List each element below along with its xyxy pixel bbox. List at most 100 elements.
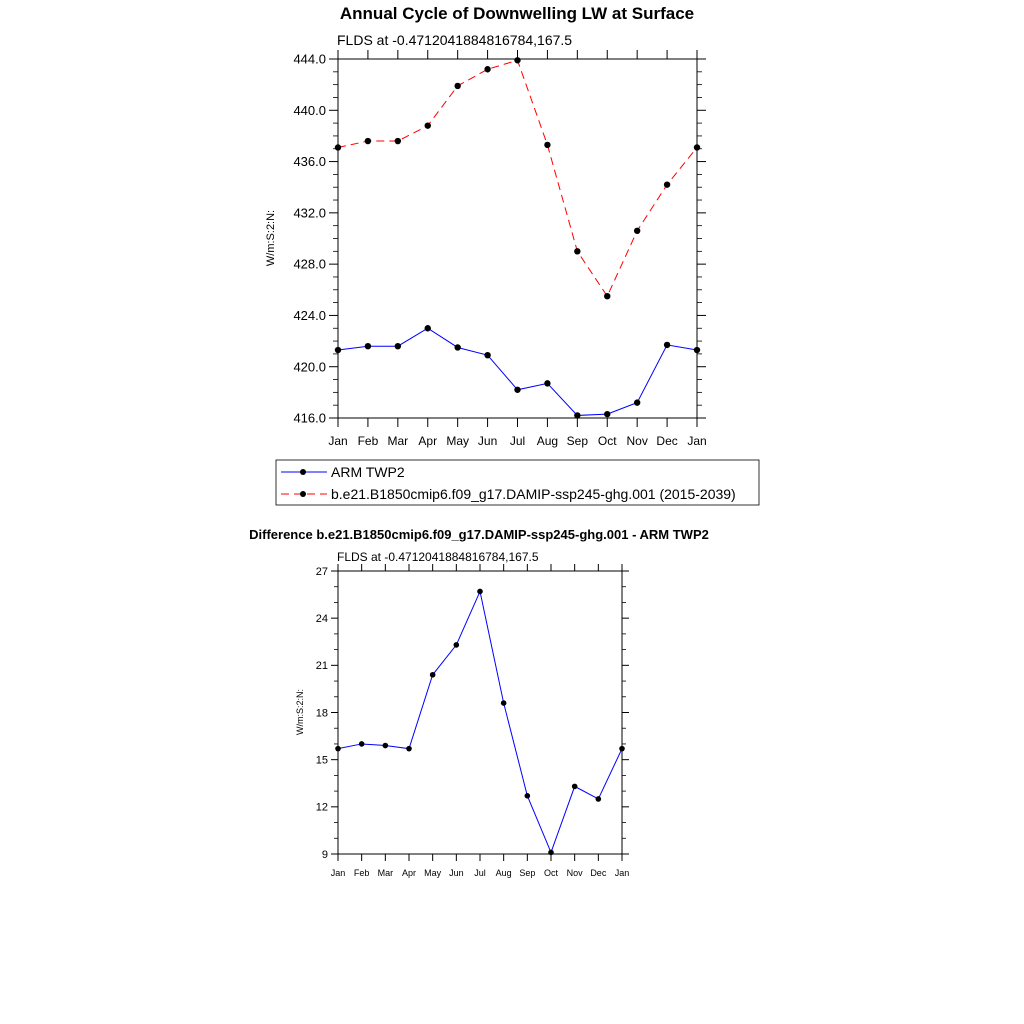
x-tick-label: Mar	[378, 868, 394, 878]
y-axis-label: W/m:S:2:N:	[265, 210, 277, 266]
data-point	[454, 82, 461, 90]
legend-label-model: b.e21.B1850cmip6.f09_g17.DAMIP-ssp245-gh…	[331, 486, 736, 502]
chart-subtitle: FLDS at -0.4712041884816784,167.5	[337, 32, 572, 48]
y-tick-label: 27	[316, 566, 328, 578]
data-point	[633, 399, 641, 406]
data-point	[571, 783, 578, 790]
x-tick-label: Jun	[449, 868, 464, 878]
y-axis-label: W/m:S:2:N:	[295, 689, 305, 735]
chart-subtitle: FLDS at -0.4712041884816784,167.5	[337, 550, 539, 564]
y-tick-label: 21	[316, 660, 328, 672]
x-tick-label: Aug	[537, 434, 558, 448]
data-point	[424, 325, 431, 332]
y-tick-label: 9	[322, 849, 328, 861]
data-point	[693, 144, 701, 151]
data-point	[514, 57, 521, 64]
y-tick-label: 436.0	[293, 154, 326, 169]
x-tick-label: Feb	[358, 434, 379, 448]
data-point	[406, 745, 412, 752]
data-point	[484, 351, 491, 359]
y-tick-label: 420.0	[293, 359, 326, 374]
data-point	[574, 412, 581, 419]
x-tick-label: Mar	[387, 434, 408, 448]
data-point	[544, 380, 551, 387]
x-tick-label: Nov	[626, 434, 647, 448]
y-tick-label: 428.0	[293, 257, 326, 272]
data-point	[394, 343, 402, 350]
y-tick-label: 424.0	[293, 308, 326, 323]
data-point	[544, 141, 551, 149]
x-tick-label: Dec	[656, 434, 677, 448]
x-tick-label: Jan	[687, 434, 706, 448]
data-point	[693, 346, 701, 354]
data-point	[514, 386, 521, 393]
y-tick-label: 444.0	[293, 52, 326, 67]
series-line-0	[337, 589, 623, 854]
data-point	[358, 741, 365, 747]
x-tick-label: Jan	[328, 434, 347, 448]
data-point	[574, 248, 581, 255]
data-point	[334, 346, 342, 354]
annual-cycle-chart: Annual Cycle of Downwelling LW at Surfac…	[265, 4, 760, 506]
data-point	[524, 793, 531, 799]
x-tick-label: Jan	[331, 868, 346, 878]
x-tick-label: Feb	[354, 868, 370, 878]
y-tick-label: 15	[316, 755, 328, 767]
series-line-1	[337, 59, 698, 298]
data-point	[604, 410, 611, 418]
data-point	[663, 341, 671, 349]
series-line-0	[337, 327, 698, 416]
x-tick-label: May	[446, 434, 469, 448]
legend-label-arm: ARM TWP2	[331, 464, 405, 480]
x-tick-label: Oct	[598, 434, 617, 448]
data-point	[394, 137, 402, 145]
data-point	[453, 642, 460, 648]
x-tick-label: May	[424, 868, 442, 878]
x-tick-label: Jul	[510, 434, 525, 448]
data-point	[335, 745, 341, 752]
x-tick-label: Jun	[478, 434, 497, 448]
y-tick-label: 18	[316, 707, 328, 719]
chart-title: Difference b.e21.B1850cmip6.f09_g17.DAMI…	[249, 527, 709, 542]
legend-marker-arm	[300, 469, 306, 475]
difference-chart: Difference b.e21.B1850cmip6.f09_g17.DAMI…	[249, 527, 709, 878]
data-point	[334, 144, 342, 151]
x-tick-label: Dec	[590, 868, 607, 878]
data-point	[604, 292, 611, 300]
data-point	[548, 849, 554, 856]
data-point	[477, 588, 483, 595]
x-tick-label: Sep	[519, 868, 535, 878]
x-tick-label: Jan	[615, 868, 630, 878]
data-point	[595, 796, 602, 802]
data-point	[364, 343, 372, 350]
y-tick-label: 432.0	[293, 205, 326, 220]
plot-frame	[337, 58, 698, 419]
legend: ARM TWP2 b.e21.B1850cmip6.f09_g17.DAMIP-…	[275, 459, 760, 506]
plot-frame	[337, 570, 623, 855]
x-tick-label: Apr	[418, 434, 437, 448]
x-tick-label: Sep	[567, 434, 589, 448]
legend-box	[275, 459, 760, 506]
x-tick-label: Jul	[474, 868, 486, 878]
x-tick-label: Aug	[496, 868, 512, 878]
plot-area: 416.0 420.0 424.0 428.0 432.0 436.0 440.0 444.0…	[293, 50, 707, 448]
data-point	[619, 745, 625, 752]
data-point	[484, 66, 491, 73]
data-point	[382, 742, 389, 749]
y-tick-label: 440.0	[293, 103, 326, 118]
data-point	[424, 122, 431, 129]
x-tick-label: Apr	[402, 868, 416, 878]
x-tick-label: Nov	[567, 868, 584, 878]
data-point	[429, 671, 436, 678]
data-point	[364, 137, 372, 145]
chart-title: Annual Cycle of Downwelling LW at Surfac…	[340, 4, 694, 23]
legend-marker-model	[300, 491, 306, 497]
data-point	[454, 344, 461, 351]
y-tick-label: 24	[316, 613, 328, 625]
plot-area: 9 12 15 18 21 24 27 Jan Feb Mar Apr May Jun Jul Aug Sep…	[316, 564, 630, 878]
y-tick-label: 12	[316, 802, 328, 814]
x-tick-label: Oct	[544, 868, 559, 878]
data-point	[663, 181, 671, 188]
y-tick-label: 416.0	[293, 411, 326, 426]
